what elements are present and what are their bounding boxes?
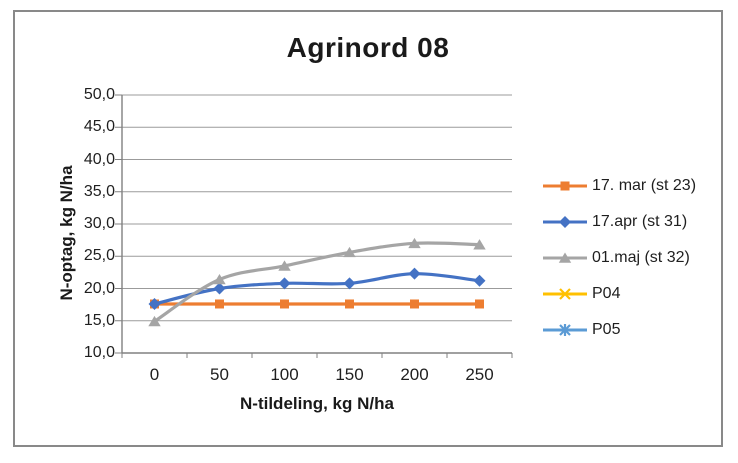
legend: 17. mar (st 23) 17.apr (st 31) 01.maj (st …: [542, 12, 717, 449]
diamond-marker: [559, 216, 571, 228]
diamond-marker: [343, 277, 356, 290]
triangle-marker: [278, 260, 291, 271]
x-axis-tick-label: 250: [465, 365, 494, 384]
chart-title: Agrinord 08: [286, 32, 450, 63]
legend-item[interactable]: 17.apr (st 31): [542, 211, 687, 233]
legend-label: 17. mar (st 23): [592, 177, 697, 194]
x-axis-tick-label: 0: [149, 365, 160, 384]
legend-item[interactable]: P05: [542, 319, 620, 341]
square-marker: [475, 299, 484, 309]
x-axis-title: N-tildeling, kg N/ha: [240, 394, 394, 413]
square-marker: [345, 299, 354, 309]
diamond-marker: [213, 282, 226, 295]
diamond-marker: [148, 297, 161, 310]
triangle-marker: [213, 273, 226, 285]
y-axis-tick-label: 35,0: [83, 182, 115, 200]
series-line[interactable]: [152, 241, 482, 323]
chart-frame[interactable]: Agrinord 08 N-optag, kg N/ha N-tildeling…: [13, 10, 723, 447]
legend-label: P04: [592, 285, 621, 302]
legend-marker: [543, 252, 587, 263]
triangle-marker: [343, 246, 356, 258]
legend-marker: [543, 181, 587, 191]
triangle-marker: [558, 252, 572, 263]
square-marker: [215, 299, 224, 309]
y-axis-tick-label: 20,0: [83, 279, 115, 297]
x-axis-tick-label: 200: [400, 365, 429, 384]
plot-area[interactable]: [15, 12, 721, 445]
x-axis-tick-label: 100: [270, 365, 299, 384]
x-axis-tick-label: 150: [335, 365, 364, 384]
legend-label: P05: [592, 321, 621, 338]
legend-marker: [543, 216, 587, 228]
y-axis-tick-label: 25,0: [83, 247, 115, 265]
square-marker: [280, 299, 289, 309]
y-axis-tick-label: 30,0: [83, 215, 115, 232]
y-axis-tick-label: 40,0: [83, 150, 115, 168]
y-axis-tick-label: 15,0: [83, 311, 115, 329]
series-line[interactable]: [152, 272, 482, 306]
y-axis-tick-label: 50,0: [83, 86, 115, 103]
legend-label: 17.apr (st 31): [592, 213, 688, 230]
x-axis-tick-label: 50: [210, 365, 229, 384]
triangle-marker: [473, 239, 486, 250]
legend-item[interactable]: 01.maj (st 32): [542, 247, 690, 269]
diamond-marker: [473, 274, 486, 287]
y-axis-tick-label: 10,0: [83, 344, 115, 361]
y-axis-tick-label: 45,0: [83, 118, 115, 136]
square-marker: [410, 299, 419, 309]
triangle-marker: [408, 237, 421, 249]
x-marker: [559, 288, 571, 300]
legend-item[interactable]: 17. mar (st 23): [542, 175, 696, 197]
square-marker: [560, 181, 570, 191]
legend-marker: [543, 324, 587, 336]
legend-marker: [543, 288, 587, 300]
diamond-marker: [278, 277, 291, 290]
legend-item[interactable]: P04: [542, 283, 620, 305]
triangle-marker: [148, 315, 161, 327]
legend-label: 01.maj (st 32): [592, 249, 690, 266]
diamond-marker: [408, 267, 421, 280]
